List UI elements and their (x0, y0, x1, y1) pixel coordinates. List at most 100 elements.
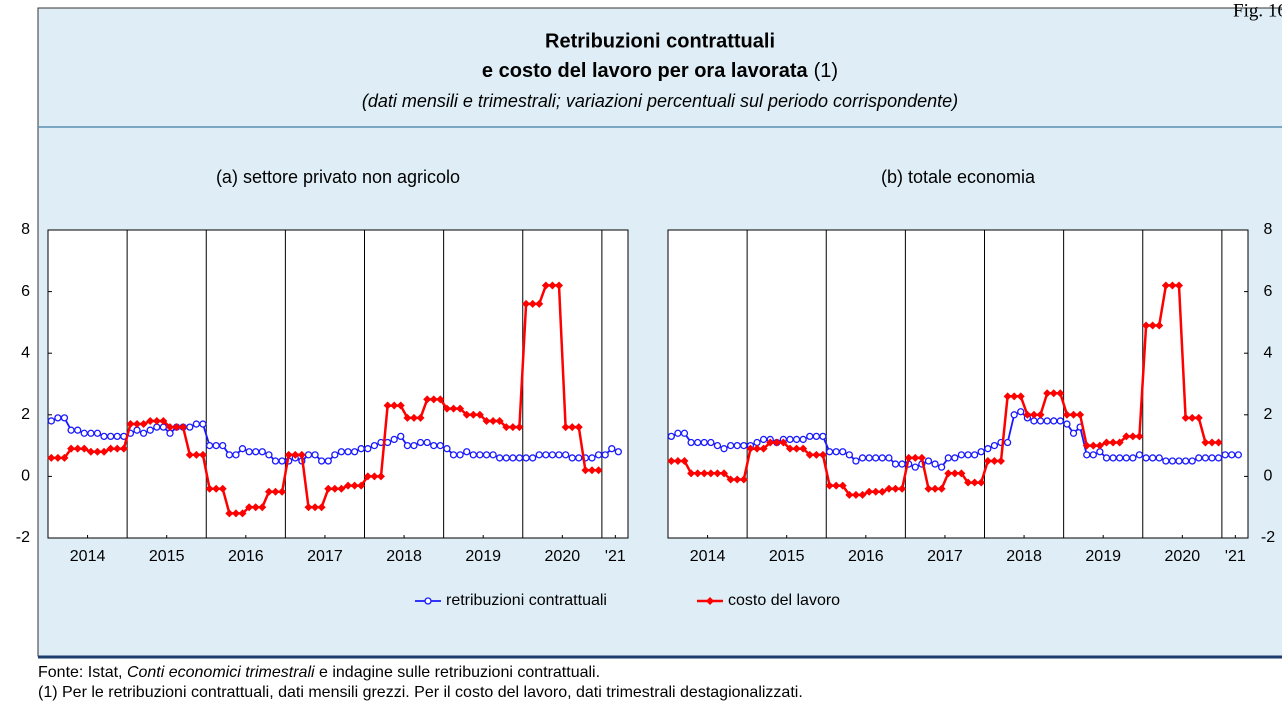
marker (1175, 281, 1184, 290)
marker (284, 450, 293, 459)
marker (871, 487, 880, 496)
marker (297, 450, 306, 459)
y-tick-label: 8 (21, 221, 30, 238)
marker (423, 438, 431, 447)
marker (218, 484, 227, 493)
legend-marker (706, 597, 714, 605)
marker (331, 451, 339, 459)
marker (245, 503, 254, 512)
marker (1043, 389, 1052, 398)
marker (199, 420, 207, 428)
marker (964, 478, 973, 487)
marker (1214, 438, 1223, 447)
marker (166, 429, 174, 437)
marker (739, 475, 748, 484)
x-tick-label: '21 (605, 548, 626, 565)
marker (1109, 454, 1117, 462)
marker (1096, 448, 1104, 456)
marker (1089, 451, 1097, 459)
marker (700, 469, 709, 478)
marker (317, 457, 326, 465)
marker (541, 281, 550, 290)
marker (535, 451, 543, 459)
marker (1016, 392, 1025, 401)
marker (251, 503, 260, 512)
marker (1228, 451, 1236, 459)
marker (667, 457, 676, 465)
marker (812, 450, 821, 459)
marker (667, 432, 675, 441)
marker (1003, 438, 1012, 447)
marker (60, 414, 69, 422)
x-tick-label: 2017 (927, 548, 963, 565)
marker (238, 445, 247, 453)
marker (772, 438, 781, 447)
marker (1050, 417, 1058, 425)
marker (311, 503, 320, 512)
marker (93, 429, 102, 437)
marker (1076, 410, 1085, 419)
marker (390, 401, 399, 410)
marker (673, 457, 682, 465)
marker (113, 432, 121, 441)
marker (1234, 451, 1242, 459)
marker (225, 451, 234, 459)
marker (766, 438, 775, 447)
legend-label: retribuzioni contrattuali (446, 592, 607, 609)
marker (594, 451, 603, 459)
marker (212, 441, 220, 450)
source-text: Conti economici trimestrali (127, 664, 315, 681)
marker (1036, 417, 1045, 425)
marker (1062, 410, 1071, 419)
marker (1162, 457, 1170, 465)
marker (436, 441, 444, 450)
marker (60, 453, 69, 462)
marker (806, 432, 814, 441)
marker (904, 453, 913, 462)
marker (311, 451, 319, 459)
marker (106, 444, 115, 453)
marker (588, 454, 596, 462)
marker (430, 441, 438, 450)
marker (792, 435, 801, 444)
marker (258, 503, 267, 512)
marker (1148, 321, 1157, 330)
marker (107, 432, 115, 441)
marker (832, 448, 840, 456)
marker (416, 413, 425, 422)
marker (733, 441, 741, 450)
marker (1023, 410, 1032, 419)
x-tick-label: 2019 (1085, 548, 1121, 565)
marker (944, 469, 953, 478)
marker (495, 416, 504, 425)
x-tick-label: 2014 (70, 548, 106, 565)
marker (1135, 451, 1144, 459)
marker (878, 487, 887, 496)
marker (159, 423, 168, 431)
subtitle: (dati mensili e trimestrali; variazioni … (362, 91, 958, 111)
marker (522, 454, 530, 462)
marker (179, 423, 188, 432)
y-tick-label: 2 (21, 406, 30, 423)
marker (680, 457, 689, 465)
marker (779, 438, 788, 447)
source: Fonte: Istat, Conti economici trimestral… (38, 664, 600, 681)
marker (278, 457, 286, 465)
marker (574, 423, 583, 432)
marker (1003, 392, 1012, 401)
marker (1142, 321, 1151, 330)
marker (409, 413, 418, 422)
marker (1135, 432, 1144, 441)
x-tick-label: 2015 (149, 548, 185, 565)
marker (252, 448, 260, 456)
marker (1129, 454, 1137, 462)
y-tick-label: 4 (1264, 344, 1273, 361)
marker (561, 423, 570, 432)
marker (753, 438, 761, 447)
marker (931, 484, 940, 493)
marker (792, 444, 801, 453)
marker (324, 457, 332, 465)
y-tick-label: 4 (21, 344, 30, 361)
marker (1109, 438, 1118, 447)
marker (1043, 417, 1051, 425)
